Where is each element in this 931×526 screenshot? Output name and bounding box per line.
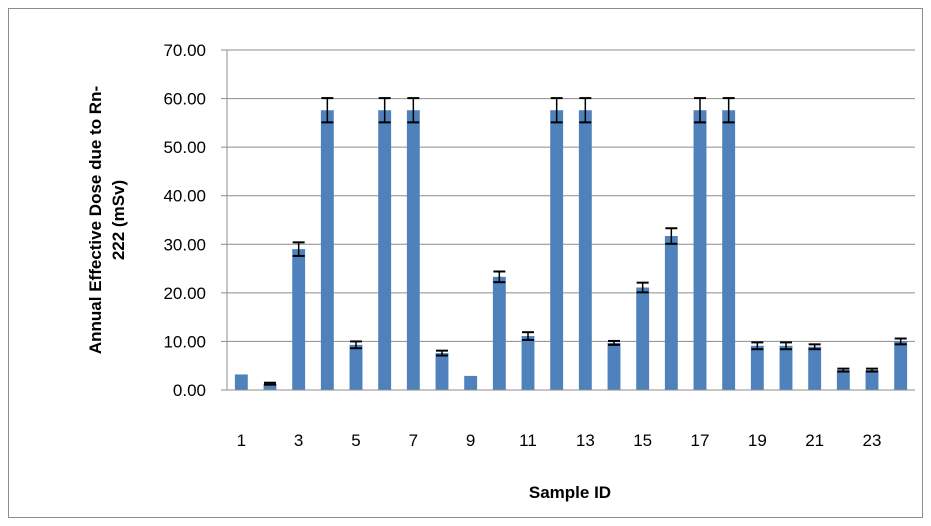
x-tick-label: 9 <box>466 431 475 450</box>
bar-sample-8 <box>435 353 449 390</box>
error-bar-sample-2 <box>264 381 276 386</box>
x-tick-label: 21 <box>805 431 824 450</box>
error-bar-sample-5 <box>350 340 362 350</box>
y-axis-title-line-2: 222 (mSv) <box>109 180 128 260</box>
bar-sample-14 <box>607 342 621 390</box>
x-tick-label: 1 <box>237 431 246 450</box>
error-bar-sample-13 <box>579 97 592 124</box>
x-tick-label: 15 <box>633 431 652 450</box>
x-tick-label: 19 <box>748 431 767 450</box>
error-bars <box>264 97 907 386</box>
y-tick-labels: 0.00 10.00 20.00 30.00 40.00 50.00 60.00 70.00 <box>163 41 206 400</box>
bar-sample-12 <box>550 110 564 390</box>
y-axis-title-line-1: Annual Effective Dose due to Rn- <box>86 86 105 354</box>
error-bar-sample-17 <box>694 97 706 124</box>
error-bar-sample-3 <box>292 241 305 257</box>
x-tick-label: 3 <box>294 431 303 450</box>
y-tick-label: 50.00 <box>163 138 206 157</box>
bar-sample-21 <box>808 346 822 390</box>
bar-sample-15 <box>636 287 650 390</box>
x-tick-label: 7 <box>409 431 418 450</box>
error-bar-sample-6 <box>378 97 391 124</box>
error-bar-sample-16 <box>665 227 678 245</box>
error-bar-sample-14 <box>608 339 620 346</box>
bar-sample-13 <box>578 110 592 390</box>
error-bar-sample-10 <box>493 270 506 284</box>
error-bar-sample-18 <box>722 97 735 124</box>
error-bar-sample-4 <box>321 97 334 124</box>
error-bar-sample-8 <box>436 349 448 357</box>
y-tick-label: 60.00 <box>163 90 206 109</box>
bar-sample-6 <box>378 110 392 390</box>
error-bar-sample-12 <box>550 97 563 124</box>
bar-sample-18 <box>722 110 736 390</box>
y-tick-label: 0.00 <box>173 381 206 400</box>
y-tick-label: 30.00 <box>163 235 206 254</box>
bar-sample-11 <box>521 336 535 390</box>
chart-frame <box>8 8 923 518</box>
error-bar-sample-24 <box>894 337 907 346</box>
bar-sample-2 <box>263 383 277 390</box>
bar-sample-17 <box>693 110 707 390</box>
error-bar-sample-23 <box>866 367 878 373</box>
y-tick-label: 20.00 <box>163 284 206 303</box>
error-bar-sample-22 <box>837 367 850 373</box>
bar-sample-24 <box>894 341 908 390</box>
bar-sample-4 <box>320 110 334 390</box>
y-tick-label: 10.00 <box>163 332 206 351</box>
bar-sample-7 <box>406 110 420 390</box>
bar-sample-10 <box>492 276 506 390</box>
bar-sample-19 <box>750 345 764 390</box>
bar-sample-9 <box>464 375 478 390</box>
error-bar-sample-15 <box>636 281 649 294</box>
error-bar-sample-21 <box>808 343 821 351</box>
error-bar-sample-11 <box>522 331 534 341</box>
x-axis-title: Sample ID <box>529 483 611 502</box>
bar-sample-20 <box>779 345 793 390</box>
x-tick-label: 11 <box>519 431 537 450</box>
bars <box>234 110 908 390</box>
bar-sample-22 <box>836 370 850 390</box>
bar-sample-16 <box>664 236 678 390</box>
bar-sample-23 <box>865 370 879 390</box>
bar-sample-1 <box>234 374 248 390</box>
y-tick-label: 70.00 <box>163 41 206 60</box>
y-tick-label: 40.00 <box>163 187 206 206</box>
error-bar-sample-7 <box>407 97 420 124</box>
gridlines <box>227 49 915 342</box>
x-tick-label: 5 <box>351 431 360 450</box>
error-bar-sample-20 <box>780 341 792 351</box>
x-tick-labels: 1 3 5 7 9 11 13 15 17 19 21 23 <box>237 431 882 450</box>
x-tick-label: 23 <box>863 431 882 450</box>
x-tick-label: 17 <box>691 431 710 450</box>
bar-sample-3 <box>292 249 306 390</box>
x-tick-label: 13 <box>576 431 595 450</box>
axes <box>221 49 915 391</box>
error-bar-sample-19 <box>751 341 764 351</box>
bar-sample-5 <box>349 344 363 390</box>
